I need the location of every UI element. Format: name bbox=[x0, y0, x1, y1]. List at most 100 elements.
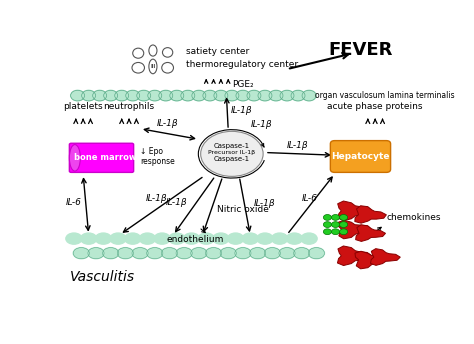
Text: thermoregulatory center: thermoregulatory center bbox=[186, 60, 298, 69]
Ellipse shape bbox=[249, 248, 266, 259]
Ellipse shape bbox=[66, 233, 82, 244]
Polygon shape bbox=[355, 206, 386, 223]
Ellipse shape bbox=[82, 90, 96, 101]
Ellipse shape bbox=[272, 233, 288, 244]
Text: ↓ Epo
response: ↓ Epo response bbox=[140, 147, 175, 166]
Ellipse shape bbox=[146, 248, 163, 259]
Ellipse shape bbox=[132, 63, 145, 73]
Circle shape bbox=[323, 215, 331, 221]
Circle shape bbox=[331, 215, 339, 221]
Ellipse shape bbox=[95, 233, 111, 244]
Text: bone marrow: bone marrow bbox=[74, 153, 137, 162]
Ellipse shape bbox=[183, 233, 200, 244]
Ellipse shape bbox=[148, 90, 162, 101]
Polygon shape bbox=[338, 220, 371, 239]
Ellipse shape bbox=[125, 233, 141, 244]
Ellipse shape bbox=[104, 90, 118, 101]
Ellipse shape bbox=[258, 90, 272, 101]
Ellipse shape bbox=[264, 248, 281, 259]
Text: Precursor IL-1β: Precursor IL-1β bbox=[209, 150, 255, 155]
Text: platelets: platelets bbox=[64, 103, 103, 111]
Text: chemokines: chemokines bbox=[386, 213, 441, 222]
Ellipse shape bbox=[102, 248, 119, 259]
Ellipse shape bbox=[154, 233, 170, 244]
Ellipse shape bbox=[257, 233, 273, 244]
Ellipse shape bbox=[69, 144, 81, 171]
Ellipse shape bbox=[279, 248, 295, 259]
Ellipse shape bbox=[133, 48, 144, 58]
Ellipse shape bbox=[213, 233, 229, 244]
Text: III: III bbox=[150, 64, 156, 69]
Text: IL-1β: IL-1β bbox=[250, 120, 272, 129]
Circle shape bbox=[323, 229, 331, 235]
Ellipse shape bbox=[198, 233, 214, 244]
Ellipse shape bbox=[247, 90, 261, 101]
Ellipse shape bbox=[192, 90, 206, 101]
Text: organ vasculosum lamina terminalis: organ vasculosum lamina terminalis bbox=[315, 91, 454, 100]
Polygon shape bbox=[355, 251, 386, 269]
Text: IL-1β: IL-1β bbox=[254, 199, 275, 208]
Ellipse shape bbox=[220, 248, 237, 259]
Ellipse shape bbox=[162, 63, 173, 73]
Text: IL-6: IL-6 bbox=[301, 194, 318, 203]
Text: Caspase-1: Caspase-1 bbox=[214, 156, 250, 162]
Circle shape bbox=[339, 229, 347, 235]
Text: IL-1β: IL-1β bbox=[157, 119, 178, 128]
Text: satiety center: satiety center bbox=[186, 46, 249, 56]
Ellipse shape bbox=[293, 248, 310, 259]
Ellipse shape bbox=[71, 90, 84, 101]
Text: acute phase proteins: acute phase proteins bbox=[328, 103, 423, 111]
Ellipse shape bbox=[214, 90, 228, 101]
Ellipse shape bbox=[176, 248, 192, 259]
Ellipse shape bbox=[149, 59, 157, 74]
Ellipse shape bbox=[225, 90, 239, 101]
Ellipse shape bbox=[236, 90, 250, 101]
Ellipse shape bbox=[286, 233, 302, 244]
Ellipse shape bbox=[73, 248, 90, 259]
Text: Hepatocyte: Hepatocyte bbox=[331, 152, 390, 161]
Ellipse shape bbox=[242, 233, 258, 244]
FancyBboxPatch shape bbox=[69, 143, 134, 172]
Ellipse shape bbox=[88, 248, 104, 259]
Text: PGE₂: PGE₂ bbox=[232, 80, 254, 89]
Polygon shape bbox=[337, 201, 372, 221]
Ellipse shape bbox=[139, 233, 155, 244]
Ellipse shape bbox=[81, 233, 97, 244]
Ellipse shape bbox=[269, 90, 283, 101]
Ellipse shape bbox=[126, 90, 140, 101]
Text: Caspase-1: Caspase-1 bbox=[214, 143, 250, 149]
Ellipse shape bbox=[308, 248, 325, 259]
Circle shape bbox=[331, 229, 339, 235]
Circle shape bbox=[331, 222, 339, 227]
Ellipse shape bbox=[181, 90, 195, 101]
Ellipse shape bbox=[235, 248, 251, 259]
Ellipse shape bbox=[149, 45, 157, 56]
Ellipse shape bbox=[163, 47, 173, 57]
Text: neutrophils: neutrophils bbox=[103, 103, 155, 111]
Polygon shape bbox=[371, 249, 401, 265]
Ellipse shape bbox=[132, 248, 148, 259]
Text: endothelium: endothelium bbox=[166, 235, 224, 245]
Text: IL-1β: IL-1β bbox=[146, 194, 167, 203]
Ellipse shape bbox=[93, 90, 107, 101]
Text: Vasculitis: Vasculitis bbox=[70, 270, 136, 284]
Ellipse shape bbox=[161, 248, 178, 259]
Polygon shape bbox=[356, 225, 385, 241]
Circle shape bbox=[201, 131, 263, 176]
Ellipse shape bbox=[169, 233, 185, 244]
Ellipse shape bbox=[205, 248, 222, 259]
Circle shape bbox=[339, 222, 347, 227]
Ellipse shape bbox=[301, 233, 317, 244]
Ellipse shape bbox=[291, 90, 305, 101]
Ellipse shape bbox=[302, 90, 316, 101]
Text: Nitric oxide: Nitric oxide bbox=[217, 205, 269, 214]
Text: IL-1β: IL-1β bbox=[165, 198, 187, 207]
Polygon shape bbox=[337, 246, 372, 266]
Ellipse shape bbox=[137, 90, 151, 101]
Ellipse shape bbox=[117, 248, 134, 259]
Ellipse shape bbox=[280, 90, 294, 101]
Ellipse shape bbox=[203, 90, 217, 101]
Ellipse shape bbox=[110, 233, 126, 244]
Text: IL-1β: IL-1β bbox=[287, 141, 309, 150]
Text: FEVER: FEVER bbox=[328, 41, 392, 59]
